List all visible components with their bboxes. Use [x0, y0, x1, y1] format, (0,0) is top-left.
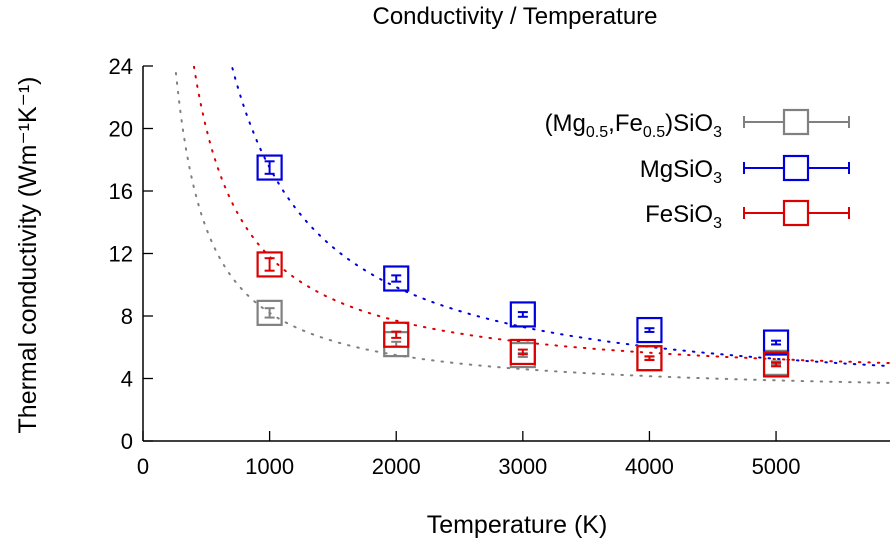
y-tick-label: 0: [121, 429, 133, 454]
data-point-marker: [509, 338, 536, 366]
data-point: [256, 299, 283, 326]
x-tick-label: 0: [137, 454, 149, 479]
data-point: [762, 351, 790, 378]
data-point: [256, 154, 283, 181]
y-tick-label: 20: [109, 117, 133, 142]
data-point-marker: [256, 299, 283, 326]
legend-marker: [782, 108, 810, 136]
data-point-marker: [256, 154, 283, 181]
legend-marker: [782, 154, 810, 182]
legend-label: FeSiO3: [645, 201, 722, 232]
legend-label: (Mg0.5,Fe0.5)SiO3: [545, 110, 723, 141]
x-tick-label: 5000: [752, 454, 801, 479]
data-point-marker: [636, 316, 663, 344]
axes: 0 1000 2000 3000 4000 5000 0 4 8 12 16 20 24: [109, 54, 890, 479]
data-point-marker: [762, 351, 790, 378]
data-point: [256, 251, 283, 278]
data-point: [636, 345, 663, 372]
fit-curve: [192, 66, 890, 364]
data-point-marker: [383, 265, 410, 292]
x-axis-label: Temperature (K): [427, 511, 608, 539]
data-point-marker: [383, 321, 410, 348]
x-tick-label: 3000: [498, 454, 547, 479]
legend-marker: [782, 199, 810, 227]
data-point: [762, 329, 790, 356]
y-axis-label: Thermal conductivity (Wm⁻¹K⁻¹): [14, 77, 42, 434]
data-point-marker: [256, 251, 283, 278]
data-point: [383, 321, 410, 348]
data-point: [636, 316, 663, 344]
data-point: [383, 265, 410, 292]
legend: (Mg0.5,Fe0.5)SiO3 MgSiO3 FeSiO3: [545, 108, 850, 232]
legend-label: MgSiO3: [640, 156, 722, 187]
y-tick-label: 24: [109, 54, 133, 79]
y-tick-label: 8: [121, 304, 133, 329]
data-point-marker: [762, 329, 790, 356]
plot-area: [174, 66, 890, 384]
y-tick-label: 12: [109, 242, 133, 267]
data-point: [509, 301, 536, 328]
x-tick-label: 1000: [245, 454, 294, 479]
legend-entry: FeSiO3: [645, 199, 850, 232]
data-point: [509, 338, 536, 366]
legend-entry: (Mg0.5,Fe0.5)SiO3: [545, 108, 850, 141]
y-tick-label: 4: [121, 367, 133, 392]
chart-title: Conductivity / Temperature: [372, 3, 657, 30]
data-point-marker: [509, 301, 536, 328]
x-tick-label: 4000: [625, 454, 674, 479]
x-tick-label: 2000: [372, 454, 421, 479]
legend-entry: MgSiO3: [640, 154, 850, 187]
data-point-marker: [636, 345, 663, 372]
y-tick-label: 16: [109, 179, 133, 204]
